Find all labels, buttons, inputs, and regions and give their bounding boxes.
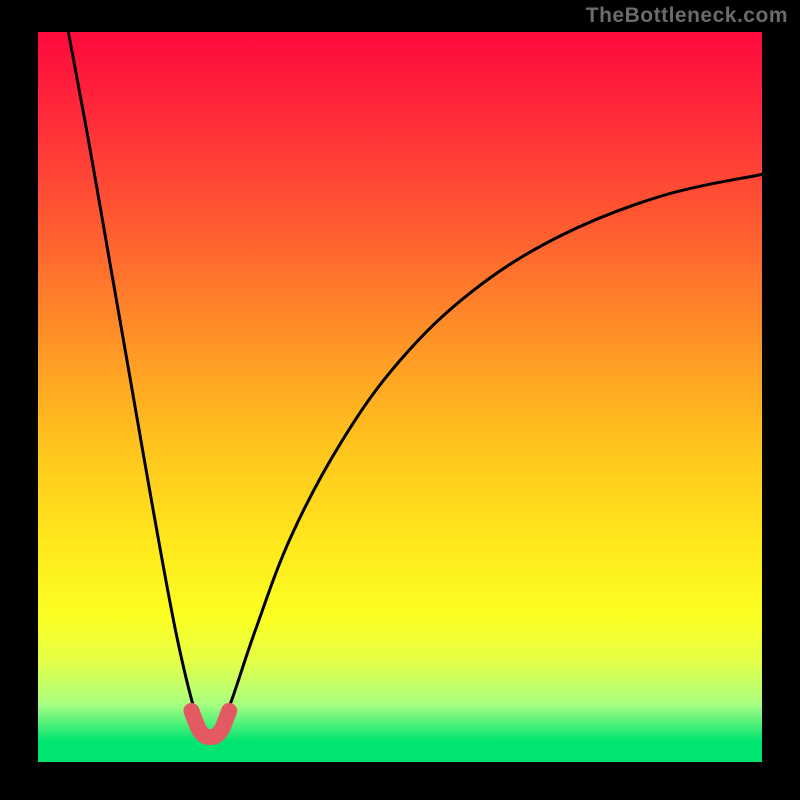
chart-container: TheBottleneck.com	[0, 0, 800, 800]
plot-background	[38, 32, 762, 762]
bottleneck-chart	[0, 0, 800, 800]
watermark: TheBottleneck.com	[586, 4, 788, 28]
